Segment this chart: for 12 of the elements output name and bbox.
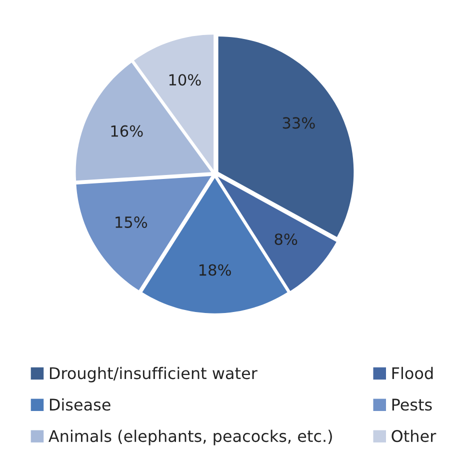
legend-label: Disease	[50, 398, 110, 411]
legend-label: Other	[392, 430, 436, 442]
legend-label: Pests	[392, 398, 432, 411]
legend-label: Drought/insufficient water	[50, 366, 258, 382]
data-label: 33%	[282, 117, 315, 129]
legend-label: Flood	[392, 366, 433, 380]
data-label: 8%	[274, 233, 298, 246]
data-label: 15%	[116, 216, 148, 228]
data-label: 16%	[111, 125, 143, 137]
legend-label: Animals (elephants, peacocks, etc.)	[48, 430, 332, 446]
data-label: 18%	[200, 264, 231, 276]
data-label: 10%	[169, 74, 201, 86]
